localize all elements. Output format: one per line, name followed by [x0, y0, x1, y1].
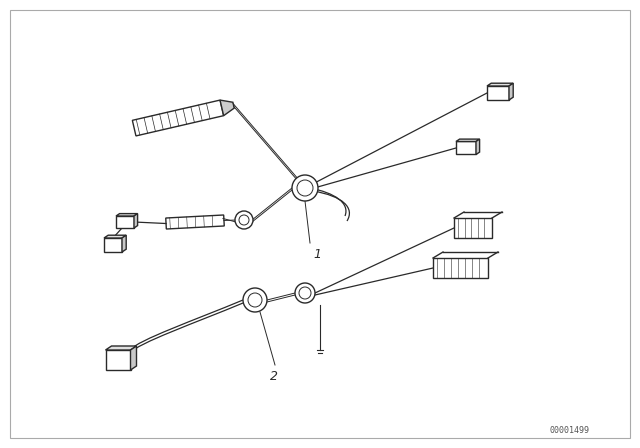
Polygon shape: [116, 216, 134, 228]
Polygon shape: [476, 139, 479, 155]
Circle shape: [292, 175, 318, 201]
Polygon shape: [106, 346, 136, 350]
Bar: [454, 218, 492, 238]
Bar: [433, 258, 488, 278]
Polygon shape: [122, 235, 126, 252]
Text: 1: 1: [313, 248, 321, 261]
Circle shape: [235, 211, 253, 229]
Polygon shape: [106, 350, 131, 370]
Polygon shape: [487, 86, 509, 100]
Polygon shape: [487, 83, 513, 86]
Polygon shape: [116, 214, 138, 216]
Circle shape: [297, 180, 313, 196]
Bar: [166, 215, 224, 229]
Bar: [132, 100, 223, 136]
Polygon shape: [456, 142, 476, 155]
Polygon shape: [131, 346, 136, 370]
Polygon shape: [104, 238, 122, 252]
Polygon shape: [456, 139, 479, 142]
Polygon shape: [104, 235, 126, 238]
Circle shape: [243, 288, 267, 312]
Circle shape: [295, 283, 315, 303]
Polygon shape: [134, 214, 138, 228]
Circle shape: [248, 293, 262, 307]
Polygon shape: [509, 83, 513, 100]
Polygon shape: [220, 100, 234, 116]
Text: 2: 2: [270, 370, 278, 383]
Circle shape: [239, 215, 249, 225]
Text: 00001499: 00001499: [550, 426, 590, 435]
Circle shape: [299, 287, 311, 299]
